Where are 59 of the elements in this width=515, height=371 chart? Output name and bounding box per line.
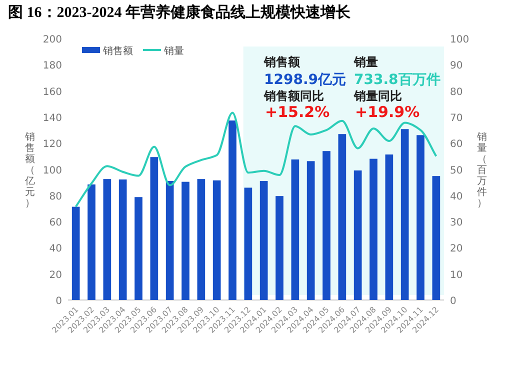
annotation: 销量同比 xyxy=(353,89,402,103)
y-tick-label: 0 xyxy=(56,296,62,307)
chart-title: 图 16：2023-2024 年营养健康食品线上规模快速增长 xyxy=(8,3,352,21)
y-axis-title: 销售额（亿元） xyxy=(24,132,35,209)
bar xyxy=(354,170,362,300)
bar xyxy=(416,135,424,300)
y-tick-label: 20 xyxy=(49,270,62,281)
y-tick-label: 140 xyxy=(42,112,62,124)
y-tick-label: 60 xyxy=(49,218,62,229)
bar xyxy=(118,179,127,300)
bar xyxy=(150,157,158,300)
y2-axis-title: 销量（百万件） xyxy=(476,132,487,209)
bar xyxy=(166,181,174,300)
bar xyxy=(432,176,440,300)
y-tick-label: 40 xyxy=(49,244,62,255)
legend-label: 销量 xyxy=(163,46,184,57)
bar xyxy=(134,197,142,300)
bar xyxy=(244,188,252,300)
y2-tick-label: 10 xyxy=(450,270,463,281)
bar xyxy=(182,182,190,300)
annotation: 1298.9亿元 xyxy=(264,72,346,88)
y-tick-label: 100 xyxy=(42,165,62,176)
y-tick-label: 120 xyxy=(42,139,62,150)
bar xyxy=(88,184,96,300)
y-tick-label: 80 xyxy=(49,191,62,202)
bar xyxy=(338,134,346,300)
y2-tick-label: 60 xyxy=(450,139,463,150)
bar xyxy=(291,159,300,300)
y2-tick-label: 80 xyxy=(450,86,463,98)
y2-tick-label: 20 xyxy=(450,244,463,255)
y2-tick-label: 50 xyxy=(450,165,463,176)
bar xyxy=(212,180,221,300)
bar xyxy=(322,151,330,300)
y2-tick-label: 30 xyxy=(450,218,463,229)
bar xyxy=(103,179,112,300)
y2-tick-label: 90 xyxy=(450,60,463,72)
annotation: 销量 xyxy=(353,55,378,69)
annotation: 733.8百万件 xyxy=(354,72,440,88)
y-tick-label: 200 xyxy=(42,34,62,46)
bar xyxy=(276,196,284,300)
annotation: +15.2% xyxy=(265,103,330,121)
y2-tick-label: 100 xyxy=(450,34,470,46)
bar xyxy=(370,158,378,300)
legend-label: 销售额 xyxy=(102,45,133,57)
y-tick-label: 160 xyxy=(42,86,62,98)
bar xyxy=(385,154,394,300)
bar xyxy=(197,179,206,300)
bar xyxy=(306,161,315,300)
bar xyxy=(260,181,268,300)
bar xyxy=(72,206,80,300)
y2-tick-label: 0 xyxy=(450,296,456,307)
annotation: +19.9% xyxy=(355,103,420,121)
annotation: 销售额同比 xyxy=(263,89,324,103)
bar xyxy=(228,120,236,300)
y-tick-label: 180 xyxy=(42,60,62,72)
y2-tick-label: 70 xyxy=(450,112,463,124)
annotation: 销售额 xyxy=(263,55,301,69)
y2-tick-label: 40 xyxy=(450,191,463,202)
bar xyxy=(400,129,409,300)
